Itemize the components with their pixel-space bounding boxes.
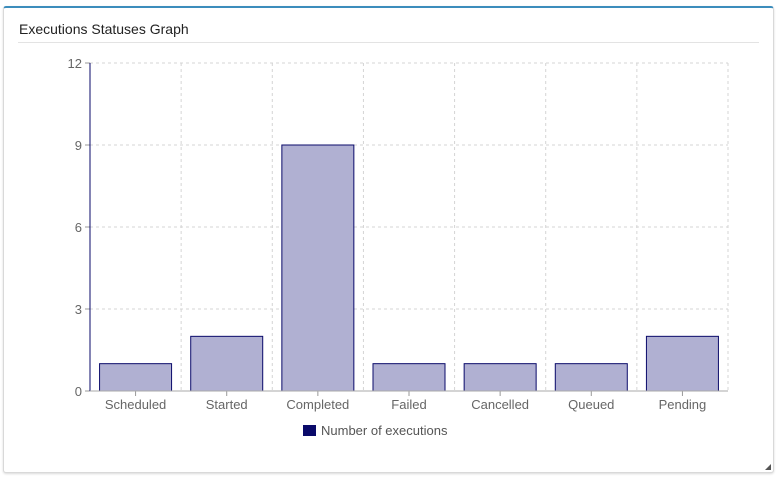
bar-cancelled[interactable] — [463, 363, 537, 392]
bar-started[interactable] — [190, 335, 264, 392]
y-tick-label: 12 — [68, 56, 82, 71]
resize-corner-icon[interactable] — [765, 464, 771, 470]
x-tick-label: Scheduled — [105, 397, 166, 412]
axes — [85, 62, 728, 396]
legend-swatch — [303, 425, 316, 436]
bar-scheduled[interactable] — [99, 363, 173, 392]
chart-legend[interactable]: Number of executions — [303, 423, 447, 438]
x-tick-label: Queued — [568, 397, 614, 412]
x-tick-label: Pending — [659, 397, 707, 412]
y-tick-label: 0 — [75, 384, 82, 399]
x-tick-label: Started — [206, 397, 248, 412]
y-tick-label: 3 — [75, 302, 82, 317]
x-tick-label: Failed — [391, 397, 426, 412]
panel-title: Executions Statuses Graph — [19, 21, 189, 37]
grid-lines — [89, 62, 729, 391]
chart-panel: Executions Statuses Graph — [3, 6, 774, 473]
x-tick-label: Cancelled — [471, 397, 529, 412]
y-tick-label: 6 — [75, 220, 82, 235]
bars — [99, 144, 719, 392]
legend-label: Number of executions — [321, 423, 448, 438]
bar-pending[interactable] — [645, 335, 719, 392]
bar-completed[interactable] — [281, 144, 355, 392]
y-tick-label: 9 — [75, 138, 82, 153]
title-divider — [18, 42, 759, 43]
x-tick-label: Completed — [286, 397, 349, 412]
tick-labels: 0 3 6 9 12 Scheduled Started Completed Failed Can… — [68, 56, 707, 412]
bar-failed[interactable] — [372, 363, 446, 392]
bar-queued[interactable] — [554, 363, 628, 392]
